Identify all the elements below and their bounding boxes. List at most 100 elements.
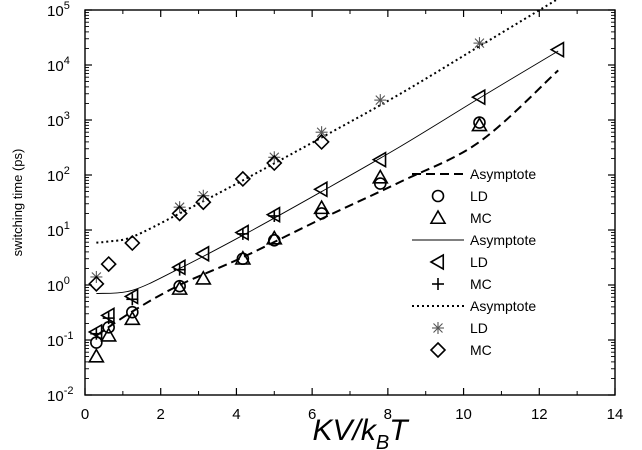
legend-entry: LD (432, 320, 488, 336)
x-label-part: KV/k (312, 414, 377, 447)
x-label-subscript: B (376, 432, 389, 450)
point-diamond (266, 154, 283, 172)
point-diamond (195, 194, 212, 211)
plot-frame (84, 9, 616, 396)
series-8-mc (88, 133, 330, 292)
y-tick-exponent: 1 (64, 220, 70, 232)
y-tick-exponent: 3 (64, 110, 70, 122)
point-left-triangle (171, 258, 186, 276)
point-triangle (471, 116, 488, 132)
legend-label: Asymptote (470, 166, 536, 182)
point-triangle (87, 347, 105, 363)
series-5-mc (90, 209, 281, 340)
point-circle (431, 189, 445, 203)
legend-label: Asymptote (470, 232, 536, 248)
asymptote-line (96, 0, 559, 244)
y-tick-label: 104 (47, 55, 70, 75)
ast-d2 (375, 95, 386, 105)
point-diamond (234, 170, 251, 188)
ast-d2 (433, 323, 443, 333)
x-tick-label: 4 (232, 406, 240, 423)
ast-d2 (316, 127, 327, 138)
point-diamond (100, 255, 117, 273)
y-tick-exponent: -1 (64, 330, 74, 342)
point-asterisk (315, 126, 328, 139)
point-left-triangle (100, 307, 115, 324)
point-triangle (429, 209, 447, 225)
y-tick-exponent: 2 (64, 165, 70, 177)
point-left-triangle (470, 88, 486, 106)
legend-label: MC (470, 342, 492, 358)
point-plus (90, 327, 103, 340)
legend-entry: LD (429, 253, 488, 271)
point-left-triangle (234, 224, 249, 241)
data-series (87, 0, 565, 363)
x-label-part: T (389, 414, 410, 447)
point-left-triangle (371, 151, 387, 169)
y-tick-label: 101 (47, 220, 70, 240)
series-1-ld (90, 116, 486, 349)
point-plus (173, 263, 186, 276)
y-tick-label: 103 (47, 110, 70, 130)
legend-entry: Asymptote (412, 166, 536, 182)
point-left-triangle (265, 206, 281, 224)
x-tick-label: 10 (455, 406, 472, 423)
x-tick-label: 0 (81, 406, 89, 423)
point-diamond (88, 275, 105, 292)
point-left-triangle (312, 180, 328, 198)
point-plus (126, 293, 139, 306)
point-triangle (234, 250, 252, 265)
legend-entry: LD (431, 188, 488, 204)
point-diamond (313, 133, 330, 151)
point-left-triangle (429, 253, 445, 271)
y-axis-label: switching time (ps) (10, 149, 25, 257)
x-tick-label: 2 (157, 406, 165, 423)
point-circle (126, 305, 139, 319)
legend-entry: Asymptote (412, 232, 536, 248)
series-4-ld (87, 41, 565, 341)
point-asterisk (374, 94, 387, 107)
y-tick-exponent: 5 (64, 0, 70, 12)
point-asterisk (268, 151, 281, 164)
point-diamond (124, 234, 141, 252)
asymptote-line (96, 50, 559, 294)
point-plus (268, 209, 281, 222)
y-tick-label: 102 (47, 165, 70, 185)
y-tick-label: 10-1 (47, 330, 73, 350)
point-asterisk (473, 37, 486, 50)
legend-entry: MC (429, 209, 492, 226)
point-triangle (265, 229, 283, 245)
legend: Asymptote LD MC Asymptote LD MC Asymptote LD MC (412, 166, 536, 359)
legend-entry: MC (432, 276, 492, 292)
series-0-asymptote (95, 69, 559, 337)
ast-d2 (474, 38, 485, 49)
point-asterisk (432, 322, 444, 334)
point-diamond (429, 341, 447, 359)
legend-entry: Asymptote (412, 298, 536, 314)
legend-label: MC (470, 276, 492, 292)
y-tick-exponent: 0 (64, 275, 70, 287)
legend-label: MC (470, 210, 492, 226)
asymptote-line (95, 69, 559, 337)
y-tick-label: 100 (47, 275, 70, 295)
y-tick-label: 105 (47, 0, 70, 20)
y-tick-exponent: 4 (64, 55, 70, 67)
x-tick-label: 6 (308, 406, 316, 423)
point-plus (432, 278, 444, 290)
x-axis-label: KV/kBT (312, 414, 410, 450)
x-tick-label: 8 (384, 406, 392, 423)
point-triangle (171, 280, 189, 295)
point-triangle (100, 327, 118, 342)
point-left-triangle (549, 41, 565, 59)
y-tick-label: 10-2 (47, 385, 73, 405)
ast-d2 (269, 152, 280, 163)
point-triangle (194, 270, 212, 285)
series-7-ld (90, 37, 486, 283)
point-plus (236, 227, 249, 240)
point-left-triangle (194, 245, 210, 263)
point-triangle (313, 199, 330, 215)
series-3-asymptote (96, 50, 559, 294)
point-triangle (371, 168, 389, 184)
x-tick-label: 12 (531, 406, 548, 423)
